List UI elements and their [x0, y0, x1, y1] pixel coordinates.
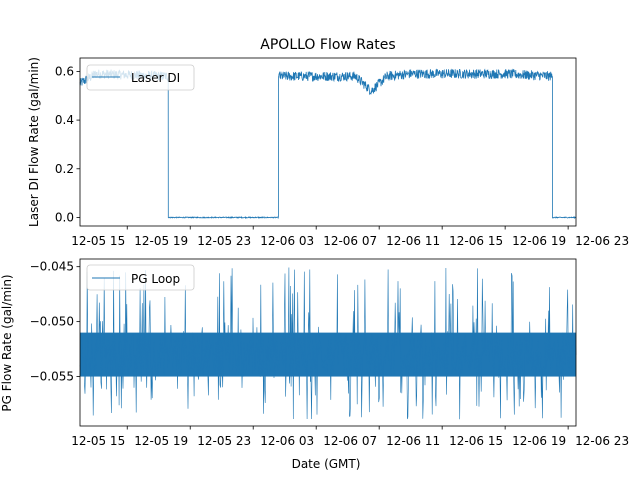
- laser-di-ylabel: Laser DI Flow Rate (gal/min): [27, 57, 41, 227]
- pg-loop-series: [79, 267, 577, 420]
- laser-di-xtick-label: 12-06 07: [323, 234, 377, 248]
- laser-di-xtick-label: 12-06 23: [575, 234, 629, 248]
- laser-di-legend-label: Laser DI: [131, 71, 180, 85]
- pg-loop-ytick-label: −0.055: [30, 370, 74, 384]
- pg-loop-legend: PG Loop: [86, 264, 195, 291]
- pg-loop-xtick-label: 12-06 03: [260, 434, 314, 448]
- pg-loop-ytick-label: −0.045: [30, 260, 74, 274]
- laser-di-axes: 0.0 0.2 0.4 0.6 12-05 15 12-05 19 12-05 23 12-0…: [27, 57, 629, 248]
- pg-loop-xlabel: Date (GMT): [292, 457, 361, 471]
- pg-loop-line: [79, 267, 577, 420]
- laser-di-xtick-label: 12-05 15: [71, 234, 125, 248]
- pg-loop-xtick-label: 12-06 07: [323, 434, 377, 448]
- pg-loop-ticks: −0.055 −0.050 −0.045 12-05 15 12-05 19 12-05 …: [30, 260, 630, 448]
- pg-loop-xtick-label: 12-06 11: [386, 434, 440, 448]
- pg-loop-ylabel: PG Flow Rate (gal/min): [0, 274, 14, 411]
- laser-di-xtick-label: 12-05 23: [197, 234, 251, 248]
- laser-di-ytick-label: 0.4: [55, 113, 74, 127]
- pg-loop-xtick-label: 12-05 23: [197, 434, 251, 448]
- laser-di-xtick-label: 12-06 19: [512, 234, 566, 248]
- laser-di-xtick-label: 12-05 19: [134, 234, 188, 248]
- laser-di-ytick-label: 0.6: [55, 64, 74, 78]
- pg-loop-frame: [79, 258, 577, 427]
- pg-loop-xtick-label: 12-05 15: [71, 434, 125, 448]
- laser-di-ytick-label: 0.0: [55, 210, 74, 224]
- pg-loop-axes: −0.055 −0.050 −0.045 12-05 15 12-05 19 12-05 …: [0, 258, 630, 471]
- pg-loop-xtick-label: 12-05 19: [134, 434, 188, 448]
- laser-di-ticks: 0.0 0.2 0.4 0.6 12-05 15 12-05 19 12-05 23 12-0…: [55, 64, 629, 248]
- laser-di-frame: [79, 57, 577, 227]
- pg-loop-xtick-label: 12-06 23: [575, 434, 629, 448]
- laser-di-legend: Laser DI: [86, 64, 195, 91]
- pg-loop-xtick-label: 12-06 15: [449, 434, 503, 448]
- laser-di-xtick-label: 12-06 03: [260, 234, 314, 248]
- laser-di-ytick-label: 0.2: [55, 162, 74, 176]
- laser-di-xtick-label: 12-06 15: [449, 234, 503, 248]
- pg-loop-xtick-label: 12-06 19: [512, 434, 566, 448]
- pg-loop-ytick-label: −0.050: [30, 315, 74, 329]
- laser-di-xtick-label: 12-06 11: [386, 234, 440, 248]
- pg-loop-legend-label: PG Loop: [131, 272, 180, 286]
- chart-title: APOLLO Flow Rates: [260, 37, 395, 53]
